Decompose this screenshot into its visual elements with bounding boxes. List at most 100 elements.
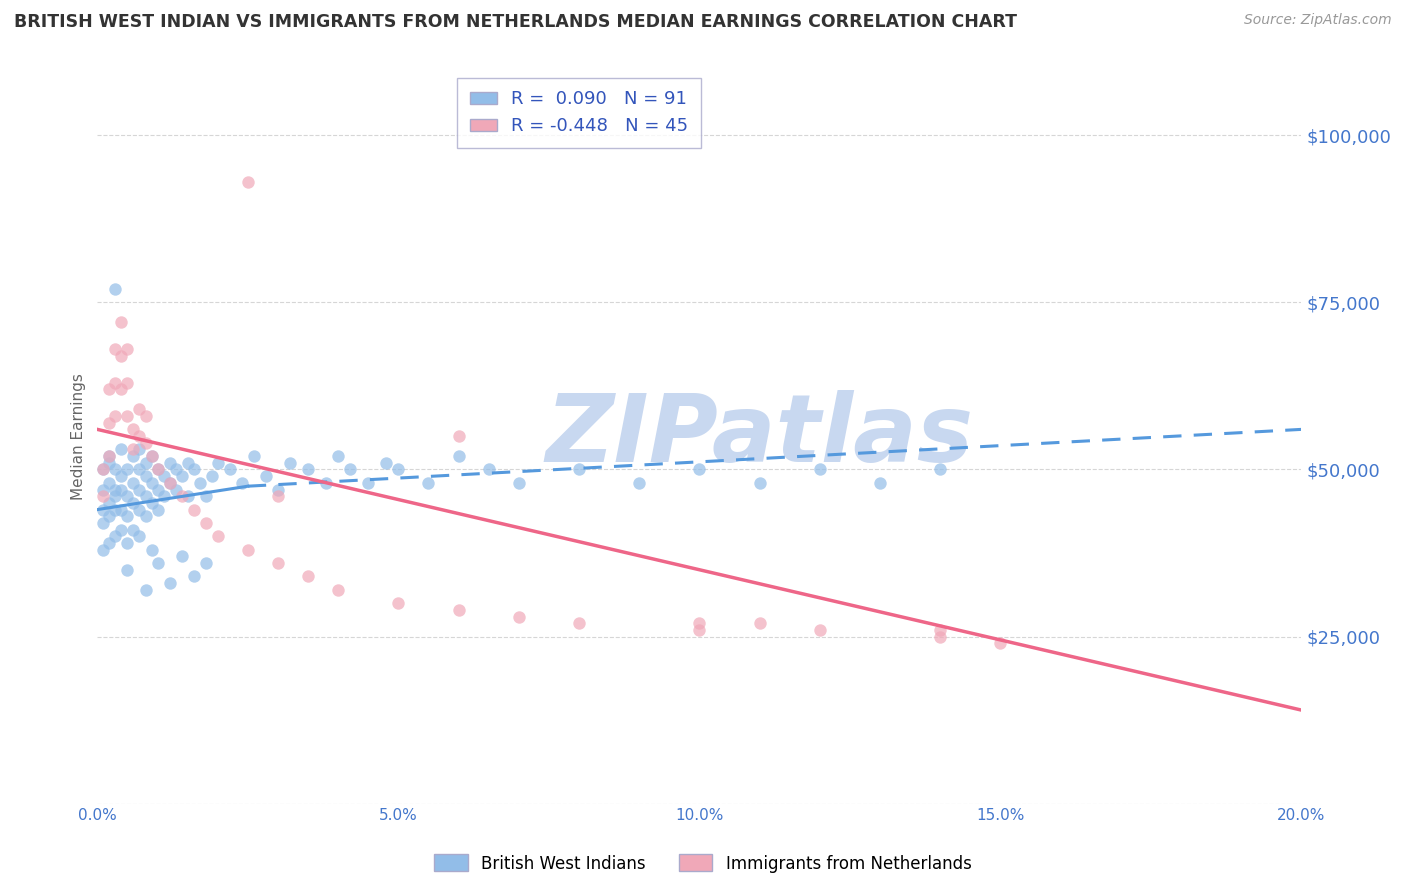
Text: BRITISH WEST INDIAN VS IMMIGRANTS FROM NETHERLANDS MEDIAN EARNINGS CORRELATION C: BRITISH WEST INDIAN VS IMMIGRANTS FROM N… bbox=[14, 13, 1017, 31]
Point bbox=[98, 496, 121, 510]
Point bbox=[134, 509, 156, 524]
Point bbox=[110, 483, 132, 497]
Text: Source: ZipAtlas.com: Source: ZipAtlas.com bbox=[1244, 13, 1392, 28]
Point bbox=[117, 563, 139, 577]
Point bbox=[117, 462, 139, 476]
Point bbox=[418, 475, 440, 490]
Point bbox=[98, 416, 121, 430]
Point bbox=[159, 576, 181, 591]
Point bbox=[326, 582, 349, 597]
Point bbox=[93, 489, 115, 503]
Point bbox=[98, 536, 121, 550]
Point bbox=[929, 462, 952, 476]
Point bbox=[159, 475, 181, 490]
Point bbox=[508, 609, 530, 624]
Point bbox=[688, 623, 710, 637]
Point bbox=[278, 456, 301, 470]
Point bbox=[122, 442, 145, 457]
Point bbox=[93, 516, 115, 530]
Point bbox=[122, 496, 145, 510]
Point bbox=[104, 376, 127, 390]
Point bbox=[176, 456, 198, 470]
Point bbox=[134, 469, 156, 483]
Point bbox=[146, 462, 169, 476]
Point bbox=[315, 475, 337, 490]
Point bbox=[194, 516, 217, 530]
Point bbox=[478, 462, 501, 476]
Point bbox=[122, 422, 145, 436]
Point bbox=[176, 489, 198, 503]
Point bbox=[104, 502, 127, 516]
Point bbox=[243, 449, 266, 463]
Point bbox=[93, 462, 115, 476]
Point bbox=[267, 556, 290, 570]
Point bbox=[170, 469, 193, 483]
Point bbox=[141, 449, 163, 463]
Point bbox=[117, 536, 139, 550]
Point bbox=[134, 456, 156, 470]
Point bbox=[117, 489, 139, 503]
Point bbox=[387, 462, 409, 476]
Point bbox=[688, 462, 710, 476]
Point bbox=[748, 475, 770, 490]
Point bbox=[141, 449, 163, 463]
Point bbox=[297, 462, 319, 476]
Point bbox=[218, 462, 240, 476]
Point bbox=[128, 429, 150, 443]
Point bbox=[110, 382, 132, 396]
Point bbox=[110, 523, 132, 537]
Text: ZIPatlas: ZIPatlas bbox=[546, 390, 973, 482]
Point bbox=[93, 462, 115, 476]
Point bbox=[104, 409, 127, 423]
Point bbox=[93, 483, 115, 497]
Point bbox=[159, 456, 181, 470]
Point bbox=[122, 475, 145, 490]
Point bbox=[808, 462, 831, 476]
Point bbox=[447, 429, 470, 443]
Point bbox=[128, 529, 150, 543]
Point bbox=[236, 542, 259, 557]
Point bbox=[207, 529, 229, 543]
Point bbox=[117, 409, 139, 423]
Point bbox=[375, 456, 398, 470]
Point bbox=[170, 549, 193, 564]
Point bbox=[146, 556, 169, 570]
Point bbox=[159, 475, 181, 490]
Point bbox=[568, 462, 591, 476]
Point bbox=[194, 489, 217, 503]
Legend: British West Indians, Immigrants from Netherlands: British West Indians, Immigrants from Ne… bbox=[427, 847, 979, 880]
Point bbox=[357, 475, 380, 490]
Point bbox=[869, 475, 891, 490]
Point bbox=[447, 449, 470, 463]
Point bbox=[236, 175, 259, 189]
Point bbox=[207, 456, 229, 470]
Point bbox=[170, 489, 193, 503]
Point bbox=[104, 342, 127, 356]
Point bbox=[326, 449, 349, 463]
Point bbox=[254, 469, 277, 483]
Point bbox=[339, 462, 361, 476]
Point bbox=[194, 556, 217, 570]
Point bbox=[688, 616, 710, 631]
Point bbox=[104, 529, 127, 543]
Point bbox=[122, 449, 145, 463]
Point bbox=[508, 475, 530, 490]
Point bbox=[146, 502, 169, 516]
Point bbox=[98, 509, 121, 524]
Point bbox=[628, 475, 651, 490]
Point bbox=[201, 469, 224, 483]
Point bbox=[98, 382, 121, 396]
Point bbox=[122, 523, 145, 537]
Point bbox=[104, 483, 127, 497]
Point bbox=[929, 623, 952, 637]
Point bbox=[929, 630, 952, 644]
Point bbox=[183, 462, 205, 476]
Point bbox=[98, 475, 121, 490]
Point bbox=[98, 449, 121, 463]
Point bbox=[183, 569, 205, 583]
Point bbox=[93, 502, 115, 516]
Point bbox=[117, 342, 139, 356]
Point bbox=[128, 442, 150, 457]
Point bbox=[141, 475, 163, 490]
Point bbox=[231, 475, 253, 490]
